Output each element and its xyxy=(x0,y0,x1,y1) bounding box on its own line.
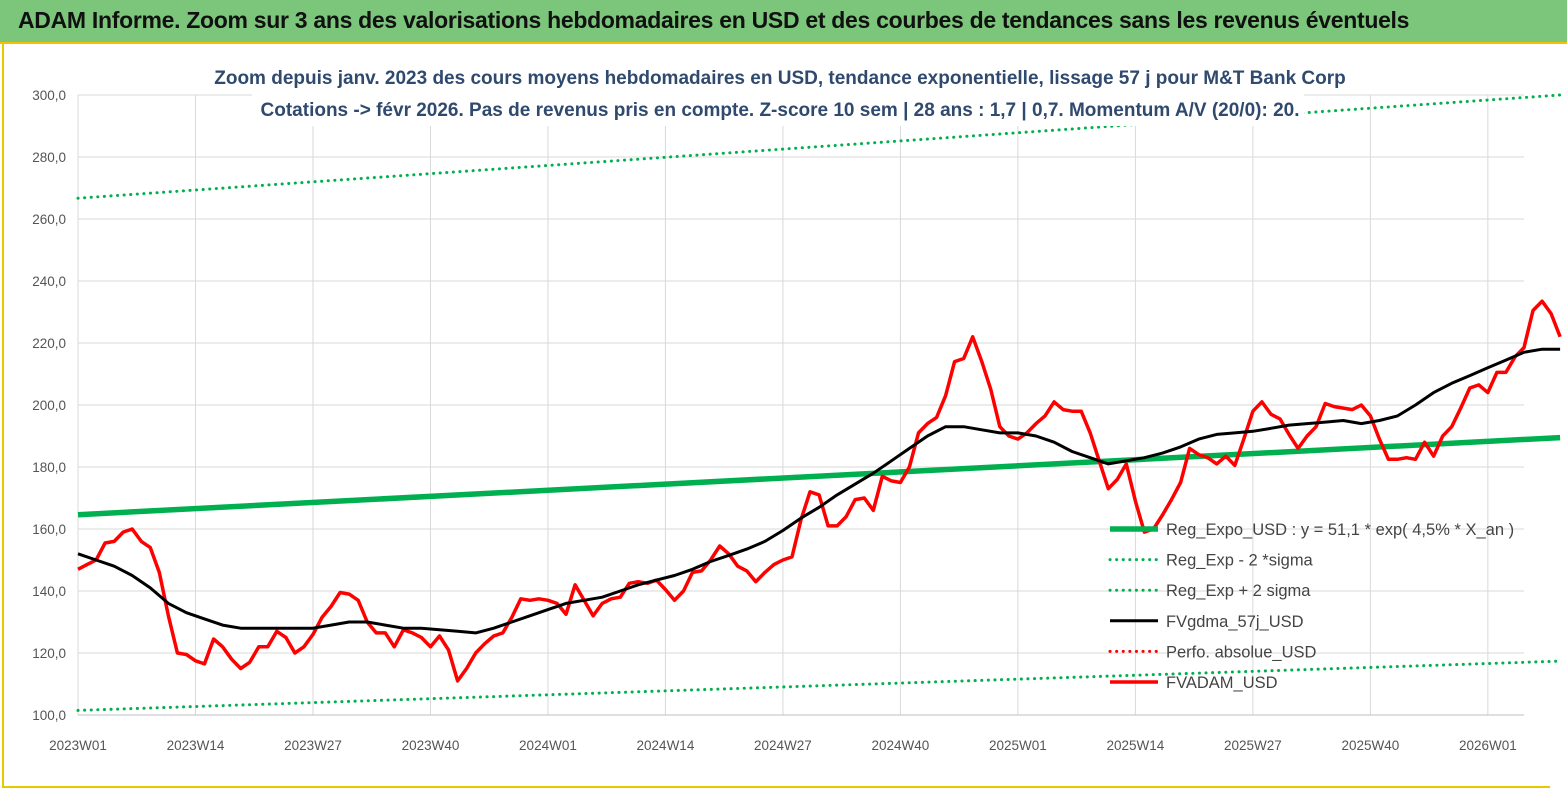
y-tick-label: 180,0 xyxy=(32,460,66,475)
x-tick-label: 2025W40 xyxy=(1341,738,1399,753)
y-tick-label: 220,0 xyxy=(32,336,66,351)
legend-label-reg-plus: Reg_Exp + 2 sigma xyxy=(1166,582,1311,600)
report-title: ADAM Informe. Zoom sur 3 ans des valoris… xyxy=(18,7,1410,33)
series-line-reg-minus xyxy=(76,659,1562,712)
y-tick-label: 300,0 xyxy=(32,88,66,103)
x-tick-label: 2023W14 xyxy=(167,738,225,753)
y-tick-label: 100,0 xyxy=(32,708,66,723)
y-axis-tick-labels: 100,0 120,0 140,0 160,0 180,0 200,0 220,0 240,0… xyxy=(32,88,66,723)
y-tick-label: 120,0 xyxy=(32,646,66,661)
series-lines xyxy=(76,93,1562,712)
x-tick-label: 2025W14 xyxy=(1106,738,1164,753)
x-tick-label: 2024W27 xyxy=(754,738,812,753)
x-tick-label: 2024W14 xyxy=(637,738,695,753)
y-tick-label: 200,0 xyxy=(32,398,66,413)
subtitle-line-1: Zoom depuis janv. 2023 des cours moyens … xyxy=(214,68,1346,89)
legend: Reg_Expo_USD : y = 51,1 * exp( 4,5% * X_… xyxy=(1108,521,1514,692)
x-tick-label: 2024W01 xyxy=(519,738,577,753)
x-tick-label: 2025W01 xyxy=(989,738,1047,753)
grid-lines xyxy=(77,94,1524,716)
y-tick-label: 140,0 xyxy=(32,584,66,599)
x-tick-label: 2023W01 xyxy=(49,738,107,753)
series-line-reg-expo xyxy=(77,434,1561,518)
x-tick-label: 2026W01 xyxy=(1459,738,1517,753)
x-tick-label: 2023W27 xyxy=(284,738,342,753)
subtitle-line-2: Cotations -> févr 2026. Pas de revenus p… xyxy=(261,100,1300,121)
legend-label-reg-expo: Reg_Expo_USD : y = 51,1 * exp( 4,5% * X_… xyxy=(1166,521,1514,539)
x-axis-tick-labels: 2023W01 2023W14 2023W27 2023W40 2024W01 2024W… xyxy=(49,738,1517,753)
x-tick-label: 2025W27 xyxy=(1224,738,1282,753)
legend-label-fvgdma: FVgdma_57j_USD xyxy=(1166,613,1304,631)
y-tick-label: 240,0 xyxy=(32,274,66,289)
series-line-fvadam xyxy=(77,299,1562,683)
y-tick-label: 160,0 xyxy=(32,522,66,537)
report-banner: ADAM Informe. Zoom sur 3 ans des valoris… xyxy=(0,0,1567,44)
x-tick-label: 2024W40 xyxy=(872,738,930,753)
chart-subtitle: Zoom depuis janv. 2023 des cours moyens … xyxy=(214,62,1346,126)
y-tick-label: 260,0 xyxy=(32,212,66,227)
legend-label-reg-minus: Reg_Exp - 2 *sigma xyxy=(1166,552,1314,570)
legend-label-perfo: Perfo. absolue_USD xyxy=(1166,643,1317,661)
series-line-fvgdma xyxy=(77,347,1561,635)
x-tick-label: 2023W40 xyxy=(402,738,460,753)
chart-frame xyxy=(2,44,1550,788)
y-tick-label: 280,0 xyxy=(32,150,66,165)
subtitle-background xyxy=(252,62,1304,126)
legend-label-fvadam: FVADAM_USD xyxy=(1166,674,1278,692)
